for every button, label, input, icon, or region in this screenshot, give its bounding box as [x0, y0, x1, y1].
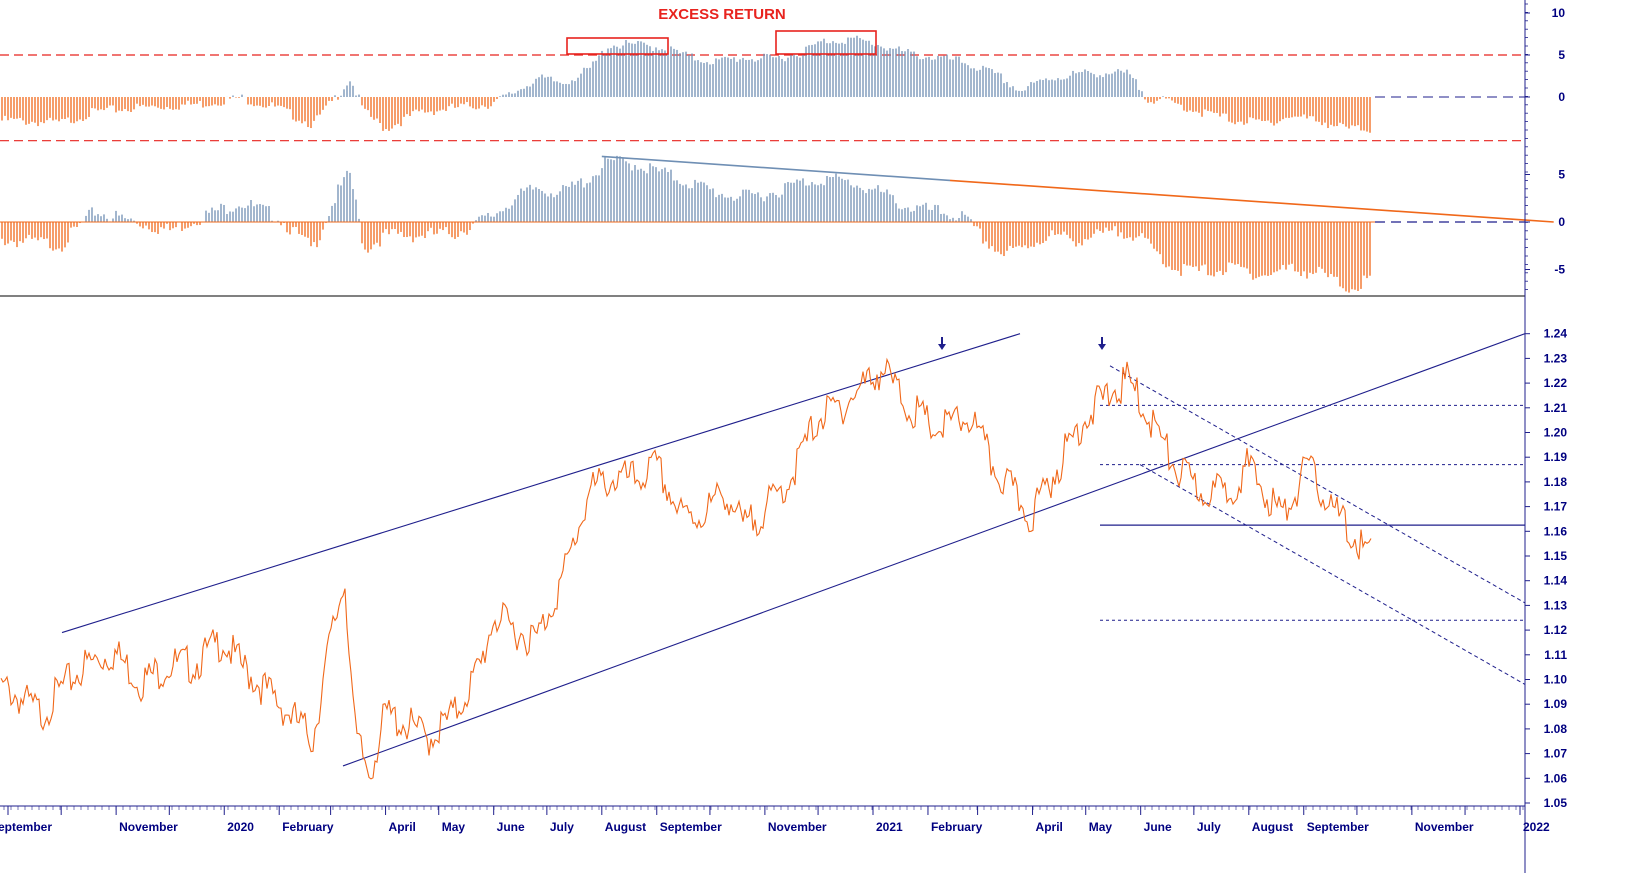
x-tick-label: August — [1252, 820, 1293, 834]
middle-trendline-blue — [601, 155, 951, 182]
price-tick-label: 1.18 — [1544, 475, 1568, 489]
price-tick-label: 1.10 — [1544, 673, 1568, 687]
x-tick-label: 2020 — [227, 820, 254, 834]
top-panel — [0, 30, 1525, 142]
price-tick-label: 1.09 — [1544, 697, 1568, 711]
middle-tick-label: 0 — [1558, 215, 1565, 229]
price-tick-label: 1.05 — [1544, 796, 1568, 810]
x-tick-label: May — [442, 820, 466, 834]
price-tick-label: 1.08 — [1544, 722, 1568, 736]
price-tick-label: 1.20 — [1544, 426, 1568, 440]
x-tick-label: September — [1307, 820, 1369, 834]
x-tick-label: July — [1197, 820, 1221, 834]
price-tick-label: 1.12 — [1544, 623, 1568, 637]
x-tick-label: April — [389, 820, 416, 834]
x-tick-label: 2021 — [876, 820, 903, 834]
price-tick-label: 1.15 — [1544, 549, 1568, 563]
middle-tick-label: 5 — [1558, 168, 1565, 182]
price-tick-label: 1.07 — [1544, 747, 1568, 761]
x-tick-label: November — [119, 820, 178, 834]
middle-tick-label: -5 — [1554, 263, 1565, 277]
middle-panel — [0, 155, 1554, 297]
down-channel-lower — [1139, 464, 1526, 685]
top-tick-label: 10 — [1552, 6, 1566, 20]
x-tick-label: November — [768, 820, 827, 834]
price-tick-label: 1.22 — [1544, 376, 1568, 390]
x-tick-label: July — [550, 820, 574, 834]
x-tick-label: April — [1036, 820, 1063, 834]
price-series-line — [0, 357, 1372, 780]
arrow-may — [1098, 337, 1106, 350]
middle-trendline-orange — [949, 179, 1554, 223]
channel-lower — [342, 333, 1526, 767]
x-tick-label: February — [931, 820, 983, 834]
arrow-february — [938, 337, 946, 350]
price-tick-label: 1.17 — [1544, 500, 1568, 514]
top-tick-label: 5 — [1558, 48, 1565, 62]
highlight-box-august — [566, 37, 669, 55]
price-tick-label: 1.13 — [1544, 598, 1568, 612]
x-tick-label: June — [1144, 820, 1172, 834]
x-tick-label: June — [497, 820, 525, 834]
x-tick-label: February — [282, 820, 334, 834]
price-panel — [0, 333, 1526, 780]
price-tick-label: 1.06 — [1544, 771, 1568, 785]
price-tick-label: 1.23 — [1544, 351, 1568, 365]
x-tick-label: May — [1089, 820, 1113, 834]
x-tick-label: eptember — [0, 820, 52, 834]
price-tick-label: 1.21 — [1544, 401, 1568, 415]
down-channel-upper — [1109, 365, 1526, 604]
top-tick-label: 0 — [1558, 90, 1565, 104]
x-tick-label: August — [605, 820, 646, 834]
chart-title: EXCESS RETURN — [658, 6, 786, 23]
price-tick-label: 1.16 — [1544, 524, 1568, 538]
x-tick-label: September — [660, 820, 722, 834]
x-tick-label: 2022 — [1523, 820, 1550, 834]
axes: 10 5 0 5 0 -5 1.24 1.23 1.22 1.21 1.20 1.19 1.18 1.17… — [0, 0, 1567, 873]
highlight-box-december — [775, 30, 877, 55]
price-tick-label: 1.24 — [1544, 327, 1568, 341]
x-tick-label: November — [1415, 820, 1474, 834]
price-tick-label: 1.19 — [1544, 450, 1568, 464]
price-tick-label: 1.14 — [1544, 574, 1568, 588]
price-tick-label: 1.11 — [1544, 648, 1567, 662]
